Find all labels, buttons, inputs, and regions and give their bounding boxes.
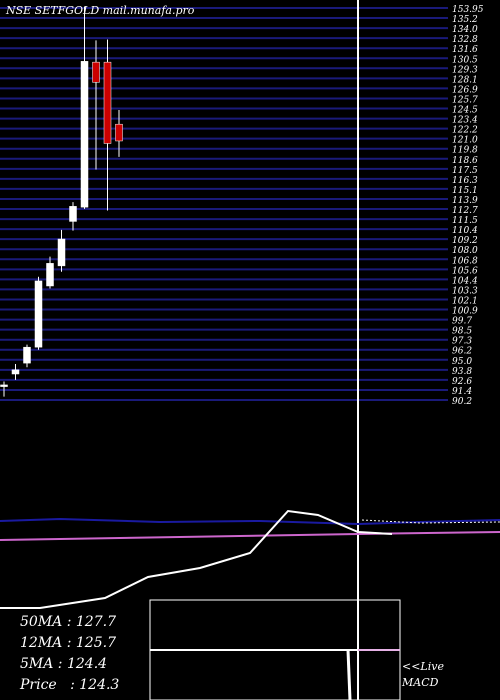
price-tick-label: 90.2 (452, 397, 472, 407)
price-tick-label: 128.1 (452, 75, 478, 85)
ma-value: 125.7 (75, 635, 116, 651)
candle-up (57, 238, 66, 267)
candle-up (46, 263, 54, 287)
price-tick-label: 115.1 (452, 186, 478, 196)
price-tick-label: 130.5 (452, 55, 478, 65)
price-tick-label: 103.3 (452, 286, 478, 296)
candle-down (115, 123, 123, 142)
price-tick-label: 106.8 (452, 256, 478, 266)
price-tick-label: 112.7 (452, 206, 478, 216)
price-tick-label: 116.3 (452, 176, 478, 186)
price-tick-label: 104.4 (452, 276, 478, 286)
price-tick-label: 92.6 (452, 377, 472, 387)
ma-row-price: Price : 124.3 (20, 677, 120, 693)
price-tick-label: 110.4 (452, 226, 478, 236)
price-tick-label: 99.7 (452, 317, 472, 327)
price-tick-label: 109.2 (452, 236, 478, 246)
price-tick-label: 100.9 (452, 307, 478, 317)
macd-label: MACD (402, 676, 439, 689)
price-tick-label: 153.95 (452, 5, 484, 15)
price-tick-label: 91.4 (452, 387, 472, 397)
ma-label: 50MA (20, 614, 63, 630)
price-tick-label: 113.9 (452, 196, 478, 206)
ma-label: Price (20, 677, 57, 693)
price-tick-label: 98.5 (452, 327, 472, 337)
candle-up (34, 280, 43, 348)
price-tick-label: 118.6 (452, 156, 478, 166)
price-tick-label: 121.0 (452, 136, 478, 146)
price-tick-label: 126.9 (452, 85, 478, 95)
price-tick-label: 102.1 (452, 296, 478, 306)
price-tick-label: 125.7 (452, 95, 478, 105)
price-tick-label: 123.4 (452, 116, 478, 126)
candle-up (0, 384, 8, 387)
live-label: <<Live (402, 660, 444, 673)
price-tick-label: 97.3 (452, 337, 472, 347)
price-tick-label: 129.3 (452, 65, 478, 75)
price-tick-label: 96.2 (452, 347, 472, 357)
candle-up (23, 346, 31, 364)
price-tick-label: 105.6 (452, 266, 478, 276)
ma-value: 124.4 (66, 656, 108, 672)
ma-value: 127.7 (75, 614, 116, 630)
price-tick-label: 117.5 (452, 166, 478, 176)
price-tick-label: 93.8 (452, 367, 472, 377)
price-tick-label: 131.6 (452, 45, 478, 55)
price-tick-label: 124.5 (452, 106, 478, 116)
ma-row-12: 12MA : 125.7 (20, 635, 116, 651)
price-tick-label: 95.0 (452, 357, 472, 367)
price-tick-label: 111.5 (452, 216, 478, 226)
ma-line-pink (0, 531, 500, 541)
ma-line-blue (0, 517, 500, 526)
ma-row-5: 5MA : 124.4 (20, 656, 108, 672)
candle-down (92, 61, 100, 83)
ma-value: 124.3 (79, 677, 120, 693)
price-tick-label: 132.8 (452, 35, 478, 45)
candle-down (103, 61, 112, 144)
price-tick-label: 134.0 (452, 25, 478, 35)
candle-up (80, 61, 89, 208)
ma-line-white (0, 509, 393, 609)
candle-up (11, 369, 20, 375)
ma-label: 5MA (20, 656, 54, 672)
ma-label: 12MA (20, 635, 63, 651)
price-tick-label: 135.2 (452, 15, 478, 25)
ma-row-50: 50MA : 127.7 (20, 614, 116, 630)
candle-up (69, 206, 77, 222)
price-tick-label: 122.2 (452, 126, 478, 136)
price-tick-label: 119.8 (452, 146, 478, 156)
chart-title: NSE SETFGOLD mail.munafa.pro (6, 4, 195, 17)
macd-drop-line (346, 649, 352, 700)
price-tick-label: 108.0 (452, 246, 478, 256)
